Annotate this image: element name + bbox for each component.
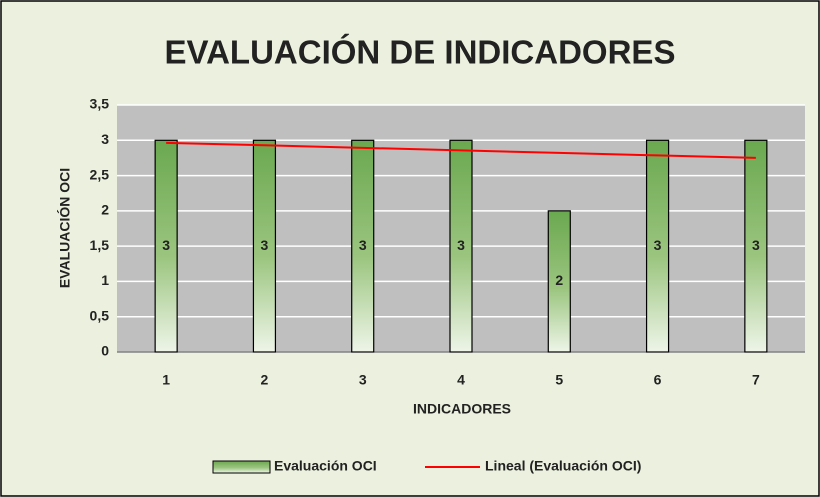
y-tick-label: 2,5 [90, 166, 110, 182]
x-tick-label: 4 [457, 372, 465, 388]
data-label: 3 [359, 237, 367, 253]
data-label: 3 [752, 237, 760, 253]
y-tick-label: 3,5 [90, 96, 110, 112]
data-label: 3 [457, 237, 465, 253]
legend-label: Lineal (Evaluación OCI) [485, 458, 641, 474]
x-tick-label: 1 [162, 372, 170, 388]
trend-line [166, 141, 756, 159]
bar [351, 139, 375, 353]
x-tick-label: 3 [359, 372, 367, 388]
bar [252, 139, 277, 353]
legend-label: Evaluación OCI [274, 458, 377, 474]
x-tick-label: 7 [752, 372, 760, 388]
data-label: 3 [162, 237, 170, 253]
bar [547, 210, 571, 353]
bar [645, 139, 670, 353]
bar [744, 139, 768, 353]
bar [449, 139, 473, 353]
chart-title: EVALUACIÓN DE INDICADORES [165, 34, 676, 71]
y-axis-title: EVALUACIÓN OCI [56, 168, 73, 288]
legend-swatch [212, 460, 271, 474]
data-label: 3 [261, 237, 269, 253]
y-tick-label: 0 [101, 343, 109, 359]
y-tick-label: 1 [101, 272, 109, 288]
data-label: 2 [555, 272, 563, 288]
x-axis-title: INDICADORES [413, 401, 511, 417]
data-label: 3 [654, 237, 662, 253]
bar [154, 139, 178, 353]
y-tick-label: 1,5 [90, 237, 110, 253]
y-tick-label: 0,5 [90, 307, 110, 323]
y-tick-label: 2 [101, 202, 109, 218]
x-tick-label: 5 [555, 372, 563, 388]
y-tick-label: 3 [101, 131, 109, 147]
x-tick-label: 2 [261, 372, 269, 388]
x-tick-label: 6 [654, 372, 662, 388]
